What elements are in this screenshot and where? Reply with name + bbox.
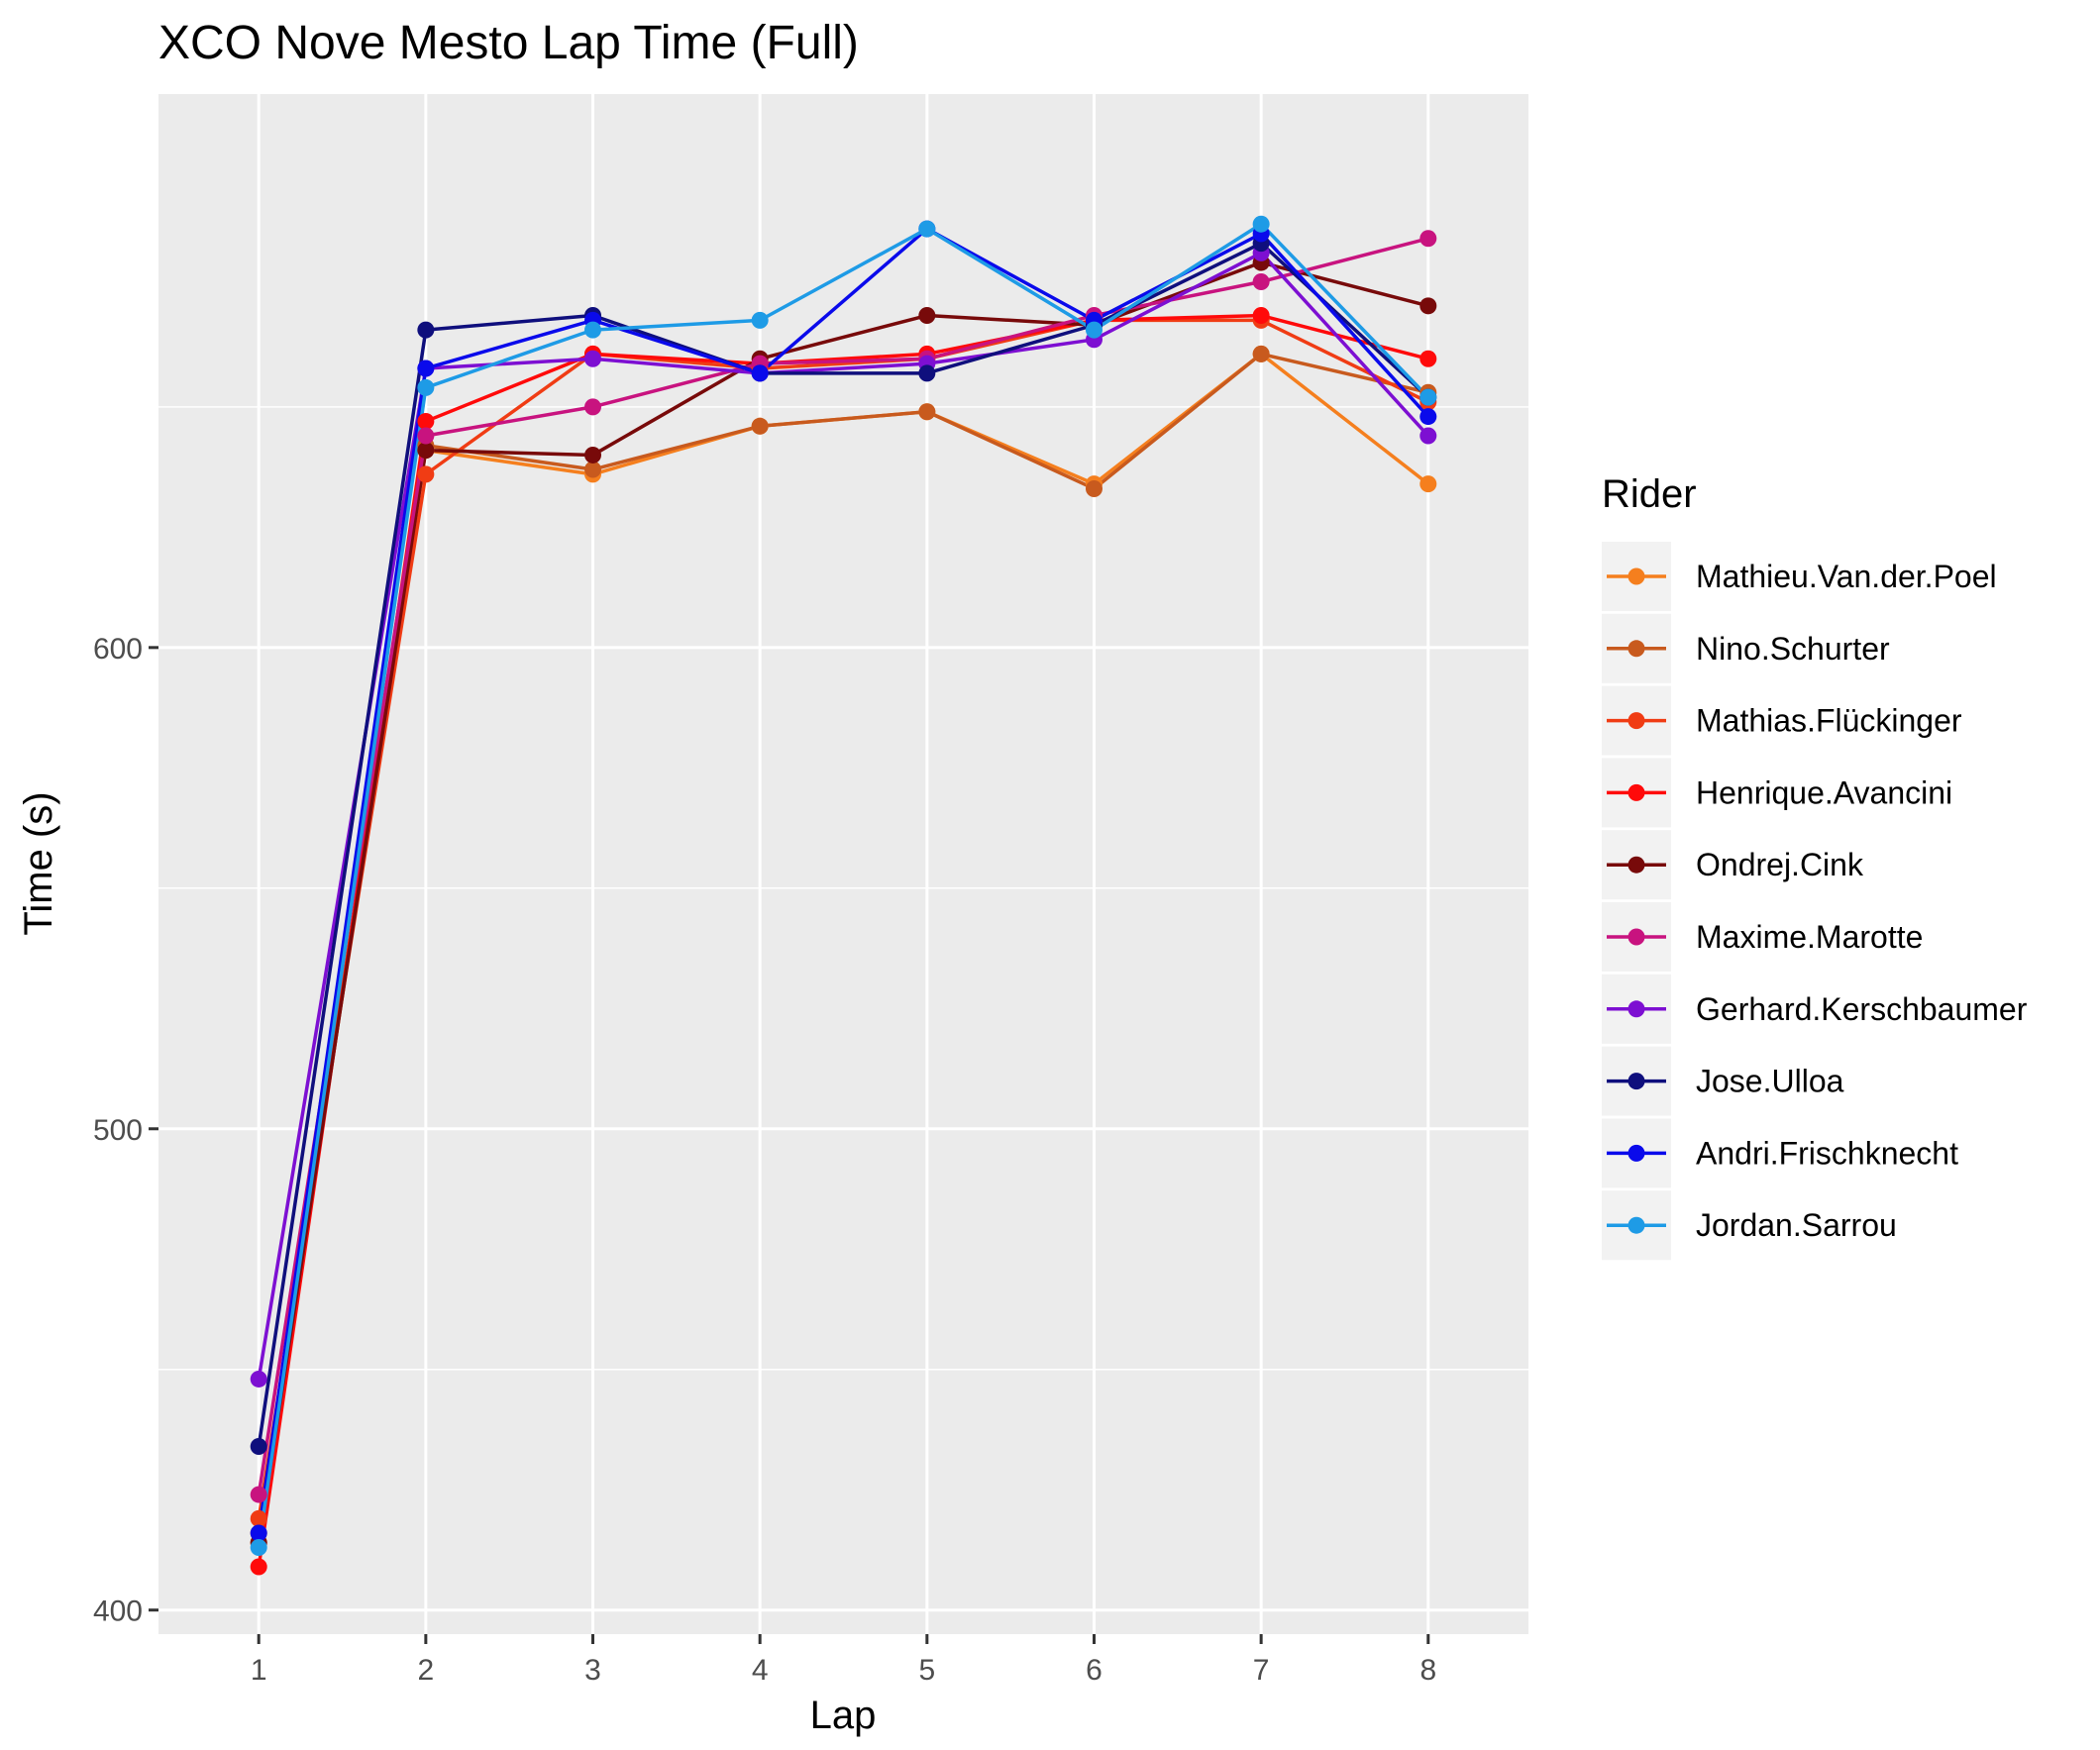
data-point (1252, 215, 1270, 233)
legend-item: Henrique.Avancini (1602, 758, 1952, 828)
chart-title: XCO Nove Mesto Lap Time (Full) (158, 17, 859, 69)
legend-key-point (1628, 567, 1645, 585)
legend: Rider Mathieu.Van.der.PoelNino.SchurterM… (1602, 472, 2028, 1261)
data-point (417, 412, 435, 430)
legend-label: Ondrej.Cink (1696, 847, 1864, 882)
data-point (417, 321, 435, 339)
data-point (417, 378, 435, 396)
legend-title: Rider (1602, 472, 1697, 516)
data-point (417, 465, 435, 483)
legend-item: Jose.Ulloa (1602, 1046, 1844, 1116)
legend-items: Mathieu.Van.der.Poel Nino.Schurter Mathias… (1602, 542, 2028, 1261)
legend-item: Gerhard.Kerschbaumer (1602, 974, 2028, 1044)
series-line (257, 237, 1429, 1495)
legend-label: Henrique.Avancini (1696, 774, 1952, 810)
data-point (584, 446, 602, 463)
axes: 400 500 600 1 2 3 4 5 6 7 8 (93, 633, 1436, 1687)
data-point (417, 442, 435, 460)
series-line (257, 260, 1429, 1543)
data-point (1419, 350, 1437, 367)
data-point (1419, 408, 1437, 426)
y-tick-label: 400 (93, 1596, 143, 1628)
data-point (417, 427, 435, 445)
data-point (1419, 388, 1437, 406)
legend-key-point (1628, 928, 1645, 946)
series-line (257, 222, 1430, 1548)
data-point (918, 364, 936, 382)
legend-key-point (1628, 712, 1645, 730)
data-point (1419, 427, 1437, 445)
legend-label: Jose.Ulloa (1696, 1064, 1844, 1099)
series-line (257, 318, 1429, 1519)
legend-item: Jordan.Sarrou (1602, 1190, 1897, 1261)
data-series (250, 215, 1437, 1576)
legend-item: Maxime.Marotte (1602, 902, 1923, 972)
data-point (751, 417, 769, 435)
data-point (918, 403, 936, 421)
data-point (250, 1370, 267, 1388)
data-point (1085, 479, 1102, 497)
series-line (257, 313, 1429, 1568)
data-point (250, 1509, 267, 1527)
data-point (1252, 273, 1270, 291)
data-point (1419, 230, 1437, 248)
legend-label: Andri.Frischknecht (1696, 1135, 1958, 1171)
data-point (250, 1486, 267, 1503)
x-tick-label: 3 (584, 1654, 601, 1687)
legend-item: Nino.Schurter (1602, 613, 1890, 683)
x-axis-title: Lap (810, 1694, 877, 1737)
x-tick-label: 5 (918, 1654, 935, 1687)
y-tick-label: 600 (93, 633, 143, 666)
data-point (250, 1437, 267, 1455)
legend-item: Ondrej.Cink (1602, 830, 1864, 900)
data-point (918, 220, 936, 238)
legend-label: Gerhard.Kerschbaumer (1696, 991, 2028, 1027)
data-point (250, 1524, 267, 1542)
data-point (584, 461, 602, 478)
x-tick-label: 4 (752, 1654, 769, 1687)
x-tick-label: 8 (1419, 1654, 1436, 1687)
data-point (584, 398, 602, 416)
legend-label: Mathieu.Van.der.Poel (1696, 559, 1997, 594)
legend-item: Mathieu.Van.der.Poel (1602, 542, 1997, 611)
legend-key-point (1628, 856, 1645, 874)
x-tick-label: 2 (418, 1654, 435, 1687)
series-line (257, 251, 1430, 1380)
legend-label: Jordan.Sarrou (1696, 1207, 1897, 1243)
legend-label: Maxime.Marotte (1696, 919, 1923, 955)
data-point (751, 311, 769, 329)
data-point (751, 364, 769, 382)
data-point (250, 1558, 267, 1576)
legend-label: Mathias.Flückinger (1696, 703, 1962, 739)
legend-key-point (1628, 1000, 1645, 1018)
x-tick-label: 6 (1086, 1654, 1102, 1687)
data-point (1085, 321, 1102, 339)
legend-item: Mathias.Flückinger (1602, 685, 1962, 756)
plot-panel (158, 94, 1528, 1634)
legend-key-point (1628, 640, 1645, 658)
data-point (584, 350, 602, 367)
series-line (257, 227, 1430, 1534)
series-line (257, 241, 1429, 1447)
legend-key-point (1628, 1073, 1645, 1090)
data-point (584, 321, 602, 339)
legend-item: Andri.Frischknecht (1602, 1118, 1958, 1188)
y-axis-title: Time (s) (17, 791, 60, 935)
x-tick-label: 7 (1253, 1654, 1270, 1687)
legend-key-point (1628, 1216, 1645, 1234)
data-point (918, 307, 936, 325)
x-tick-label: 1 (251, 1654, 267, 1687)
data-point (250, 1539, 267, 1557)
legend-label: Nino.Schurter (1696, 631, 1890, 667)
data-point (1252, 345, 1270, 362)
data-point (1252, 307, 1270, 325)
y-tick-label: 500 (93, 1114, 143, 1147)
legend-key-point (1628, 783, 1645, 801)
data-point (1419, 297, 1437, 315)
data-point (417, 360, 435, 377)
data-point (1419, 475, 1437, 493)
legend-key-point (1628, 1144, 1645, 1162)
